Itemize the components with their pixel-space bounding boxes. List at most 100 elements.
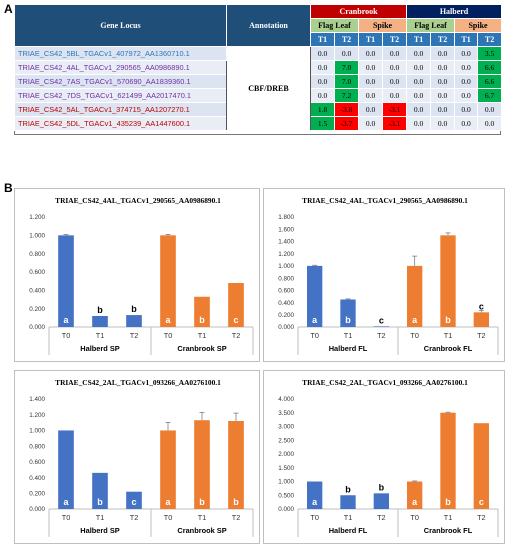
gene-locus-cell: TRIAE_CS42_7AS_TGACv1_570690_AA1839360.1 bbox=[14, 74, 227, 89]
significance-letter: c bbox=[479, 497, 484, 507]
expression-value-cell: 0.0 bbox=[310, 74, 335, 89]
table-row: TRIAE_CS42_5AL_TGACv1_374715_AA1207270.1… bbox=[14, 102, 503, 117]
significance-letter: c bbox=[379, 315, 384, 325]
bar bbox=[160, 235, 176, 327]
y-tick-label: 4.000 bbox=[278, 396, 294, 403]
bar bbox=[307, 265, 323, 327]
expression-value-cell: 0.0 bbox=[454, 60, 479, 75]
y-tick-label: 0.200 bbox=[29, 306, 45, 313]
header-tissue-flag-leaf: Flag Leaf bbox=[406, 18, 456, 33]
group-label: Halberd FL bbox=[329, 526, 368, 535]
y-tick-label: 1.200 bbox=[29, 214, 45, 221]
significance-letter: a bbox=[312, 315, 318, 325]
significance-letter: b bbox=[199, 497, 205, 507]
header-annotation: Annotation bbox=[226, 4, 311, 47]
y-tick-label: 0.800 bbox=[29, 251, 45, 258]
expression-value-cell: 3.5 bbox=[477, 46, 503, 61]
expression-value-cell: -3.1 bbox=[381, 102, 408, 117]
expression-value-cell: 0.0 bbox=[358, 60, 383, 75]
bar bbox=[440, 235, 456, 327]
group-label: Cranbrook SP bbox=[177, 344, 226, 353]
table-row: TRIAE_CS42_5DL_TGACv1_435239_AA1447600.1… bbox=[14, 116, 503, 131]
y-tick-label: 0.400 bbox=[29, 475, 45, 482]
x-tick-label: T2 bbox=[477, 513, 486, 522]
significance-letter: b bbox=[345, 315, 351, 325]
x-tick-label: T0 bbox=[62, 331, 71, 340]
expression-value-cell: 0.0 bbox=[381, 88, 408, 103]
expression-value-cell: 0.0 bbox=[454, 88, 479, 103]
expression-value-cell: 0.0 bbox=[430, 116, 456, 131]
expression-value-cell: 0.0 bbox=[430, 88, 456, 103]
x-tick-label: T0 bbox=[410, 331, 419, 340]
bar bbox=[440, 412, 456, 509]
significance-letter: b bbox=[97, 305, 103, 315]
bar bbox=[92, 316, 108, 327]
x-tick-label: T1 bbox=[344, 331, 353, 340]
significance-letter: c bbox=[233, 315, 238, 325]
bar bbox=[58, 235, 74, 327]
bar bbox=[194, 296, 210, 327]
significance-letter: a bbox=[165, 315, 171, 325]
bar-chart-2: TRIAE_CS42_4AL_TGACv1_290565_AA0986890.1… bbox=[263, 188, 505, 362]
gene-locus-cell: TRIAE_CS42_5AL_TGACv1_374715_AA1207270.1 bbox=[14, 102, 227, 117]
x-tick-label: T1 bbox=[444, 331, 453, 340]
y-tick-label: 1.200 bbox=[29, 412, 45, 419]
y-tick-label: 1.400 bbox=[29, 396, 45, 403]
group-label: Halberd FL bbox=[329, 344, 368, 353]
bar bbox=[160, 430, 176, 509]
expression-value-cell: 0.0 bbox=[358, 102, 383, 117]
x-tick-label: T1 bbox=[96, 331, 105, 340]
significance-letter: b bbox=[131, 304, 137, 314]
table-row: TRIAE_CS42_7DS_TGACv1_621499_AA2017470.1… bbox=[14, 88, 503, 103]
y-tick-label: 1.000 bbox=[278, 263, 294, 270]
table-row: TRIAE_CS42_5BL_TGACv1_407972_AA1360710.1… bbox=[14, 46, 503, 131]
header-tissue-spike: Spike bbox=[454, 18, 503, 33]
y-tick-label: 0.400 bbox=[29, 288, 45, 295]
y-tick-label: 0.000 bbox=[29, 324, 45, 331]
header-timepoint: T1 bbox=[406, 32, 432, 47]
y-tick-label: 0.000 bbox=[278, 324, 294, 331]
significance-letter: a bbox=[63, 315, 69, 325]
panel-label-a: A bbox=[4, 2, 13, 16]
expression-value-cell: 0.0 bbox=[358, 88, 383, 103]
y-tick-label: 1.400 bbox=[278, 239, 294, 246]
bar-chart-4: TRIAE_CS42_2AL_TGACv1_093266_AA0276100.1… bbox=[263, 370, 505, 544]
y-tick-label: 1.200 bbox=[278, 251, 294, 258]
bar-chart-1-svg: TRIAE_CS42_4AL_TGACv1_290565_AA0986890.1… bbox=[29, 196, 254, 355]
significance-letter: b bbox=[445, 497, 451, 507]
x-tick-label: T1 bbox=[198, 331, 207, 340]
bar bbox=[373, 493, 389, 509]
expression-value-cell: -3.8 bbox=[334, 102, 359, 117]
bar bbox=[340, 299, 356, 327]
y-tick-label: 0.000 bbox=[278, 506, 294, 513]
expression-value-cell: 0.0 bbox=[310, 46, 335, 61]
bar bbox=[126, 491, 142, 509]
gene-locus-cell: TRIAE_CS42_5BL_TGACv1_407972_AA1360710.1 bbox=[14, 46, 227, 61]
chart-title: TRIAE_CS42_2AL_TGACv1_093266_AA0276100.1 bbox=[302, 378, 468, 387]
significance-letter: b bbox=[345, 484, 351, 494]
bar-chart-2-svg: TRIAE_CS42_4AL_TGACv1_290565_AA0986890.1… bbox=[278, 196, 499, 355]
significance-letter: a bbox=[412, 497, 418, 507]
x-tick-label: T0 bbox=[164, 513, 173, 522]
expression-table: Gene Locus Annotation Cranbrook Halberd … bbox=[14, 4, 503, 131]
expression-value-cell: 0.0 bbox=[430, 102, 456, 117]
header-timepoint: T2 bbox=[381, 32, 408, 47]
expression-value-cell: 0.0 bbox=[454, 116, 479, 131]
gene-locus-cell: TRIAE_CS42_7DS_TGACv1_621499_AA2017470.1 bbox=[14, 88, 227, 103]
x-tick-label: T2 bbox=[232, 331, 241, 340]
significance-letter: c bbox=[479, 301, 484, 311]
expression-value-cell: 0.0 bbox=[406, 116, 432, 131]
group-label: Cranbrook FL bbox=[424, 526, 473, 535]
x-tick-label: T0 bbox=[164, 331, 173, 340]
y-tick-label: 1.600 bbox=[278, 226, 294, 233]
header-timepoint: T2 bbox=[430, 32, 456, 47]
expression-value-cell: 6.7 bbox=[477, 88, 503, 103]
gene-locus-cell: TRIAE_CS42_4AL_TGACv1_290565_AA0986890.1 bbox=[14, 60, 227, 75]
expression-value-cell: 0.0 bbox=[406, 60, 432, 75]
expression-value-cell: 0.0 bbox=[454, 102, 479, 117]
y-tick-label: 0.600 bbox=[29, 459, 45, 466]
bar-chart-3-svg: TRIAE_CS42_2AL_TGACv1_093266_AA0276100.1… bbox=[29, 378, 254, 537]
expression-value-cell: 0.0 bbox=[454, 46, 479, 61]
group-label: Halberd SP bbox=[80, 526, 119, 535]
y-tick-label: 1.800 bbox=[278, 214, 294, 221]
